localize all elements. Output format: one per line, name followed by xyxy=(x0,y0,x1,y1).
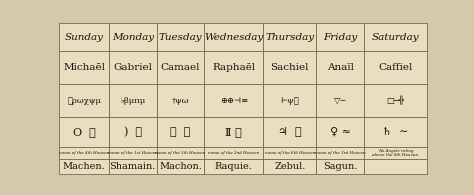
Text: O  ℓ: O ℓ xyxy=(73,127,95,137)
Bar xyxy=(109,23,156,51)
Bar xyxy=(317,84,364,117)
Text: Saturday: Saturday xyxy=(372,33,419,42)
Bar xyxy=(263,159,317,174)
Text: Monday: Monday xyxy=(112,33,154,42)
Bar xyxy=(263,23,317,51)
Bar xyxy=(204,51,263,84)
Text: Tuesday: Tuesday xyxy=(159,33,202,42)
Text: No Angels ruling
above the 6th Heaven: No Angels ruling above the 6th Heaven xyxy=(373,149,419,157)
Text: name of the 2nd Heaven: name of the 2nd Heaven xyxy=(208,151,259,155)
Text: name of the 3rd Heaven: name of the 3rd Heaven xyxy=(315,151,365,155)
Bar xyxy=(109,51,156,84)
Text: ☊ρωχψμ: ☊ρωχψμ xyxy=(67,97,101,105)
Text: ♃  ♌: ♃ ♌ xyxy=(278,127,301,137)
Text: name of the 4th Heaven: name of the 4th Heaven xyxy=(59,151,109,155)
Text: ♈  ♏: ♈ ♏ xyxy=(170,127,191,137)
Bar xyxy=(263,146,317,159)
Bar xyxy=(156,51,204,84)
Bar xyxy=(204,23,263,51)
Text: Raquie.: Raquie. xyxy=(215,162,253,171)
Bar xyxy=(109,117,156,146)
Text: Raphaēl: Raphaēl xyxy=(212,63,255,72)
Text: Camael: Camael xyxy=(161,63,200,72)
Text: Anaïl: Anaïl xyxy=(327,63,354,72)
Bar xyxy=(156,117,204,146)
Bar xyxy=(59,159,109,174)
Bar xyxy=(364,117,427,146)
Text: Machon.: Machon. xyxy=(159,162,202,171)
Bar xyxy=(156,159,204,174)
Text: Ⅱ ♏: Ⅱ ♏ xyxy=(225,127,242,137)
Text: Shamain.: Shamain. xyxy=(109,162,156,171)
Text: ♭βμπμ: ♭βμπμ xyxy=(120,97,146,105)
Text: Wednesday: Wednesday xyxy=(204,33,264,42)
Bar xyxy=(59,23,109,51)
Bar xyxy=(59,84,109,117)
Text: ⊢ψℓ: ⊢ψℓ xyxy=(281,97,299,105)
Text: □─╬: □─╬ xyxy=(386,96,404,105)
Bar xyxy=(317,159,364,174)
Text: Caffiel: Caffiel xyxy=(378,63,412,72)
Text: )  ♋: ) ♋ xyxy=(124,127,142,137)
Bar xyxy=(109,146,156,159)
Text: Zebul.: Zebul. xyxy=(274,162,305,171)
Bar xyxy=(156,23,204,51)
Bar xyxy=(204,146,263,159)
Text: ⊕⊕⊣≡: ⊕⊕⊣≡ xyxy=(219,97,248,105)
Bar xyxy=(263,84,317,117)
Bar xyxy=(317,23,364,51)
Text: ♄  ∼: ♄ ∼ xyxy=(382,127,409,137)
Text: Michaēl: Michaēl xyxy=(63,63,105,72)
Bar xyxy=(204,84,263,117)
Text: †ψω: †ψω xyxy=(172,97,189,105)
Text: Sagun.: Sagun. xyxy=(323,162,357,171)
Bar xyxy=(317,117,364,146)
Text: Thursday: Thursday xyxy=(265,33,314,42)
Text: Sunday: Sunday xyxy=(64,33,103,42)
Bar xyxy=(109,84,156,117)
Text: name of the 6th Heaven: name of the 6th Heaven xyxy=(264,151,315,155)
Text: name of the 1st Heaven: name of the 1st Heaven xyxy=(108,151,157,155)
Text: ♀ ≈: ♀ ≈ xyxy=(330,127,351,137)
Bar xyxy=(263,51,317,84)
Bar xyxy=(364,146,427,159)
Bar xyxy=(204,159,263,174)
Bar xyxy=(59,146,109,159)
Text: Gabriel: Gabriel xyxy=(113,63,152,72)
Bar xyxy=(59,51,109,84)
Bar xyxy=(364,23,427,51)
Text: Machen.: Machen. xyxy=(63,162,105,171)
Text: Sachiel: Sachiel xyxy=(271,63,309,72)
Bar xyxy=(156,146,204,159)
Bar xyxy=(317,146,364,159)
Bar xyxy=(364,159,427,174)
Bar xyxy=(317,51,364,84)
Text: Friday: Friday xyxy=(323,33,357,42)
Bar xyxy=(364,51,427,84)
Text: ▽∼: ▽∼ xyxy=(334,97,347,105)
Text: name of the 5th Heaven: name of the 5th Heaven xyxy=(155,151,206,155)
Bar xyxy=(263,117,317,146)
Bar xyxy=(156,84,204,117)
Bar xyxy=(364,84,427,117)
Bar xyxy=(204,117,263,146)
Bar xyxy=(109,159,156,174)
Bar xyxy=(59,117,109,146)
